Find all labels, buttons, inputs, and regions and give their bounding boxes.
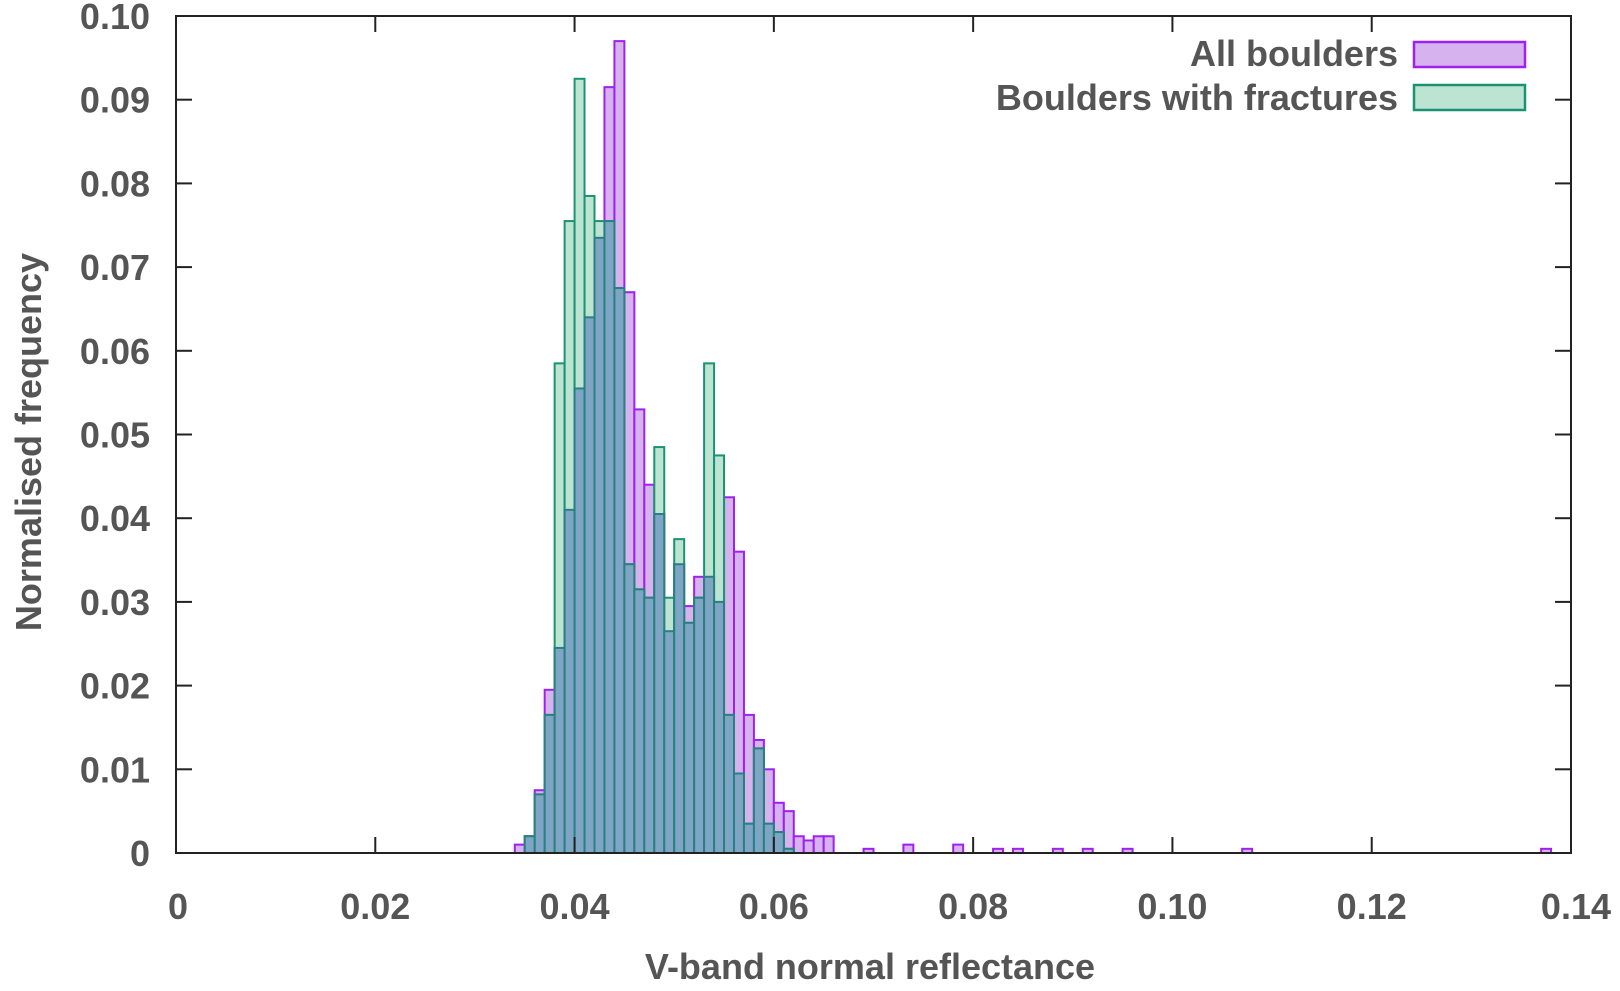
bar-overlap [643, 596, 656, 854]
y-axis-label: Normalised frequency [8, 253, 49, 631]
bar-overlap [573, 387, 586, 854]
bar-overlap [762, 822, 775, 855]
y-tick-labels: 0 0.01 0.02 0.03 0.04 0.05 0.06 0.07 0.08 0.09 0.1… [80, 0, 150, 874]
bar-overlap [593, 236, 606, 854]
bar-all-boulders [513, 843, 526, 855]
y-tick-label: 0 [130, 833, 150, 874]
bar-overlap [673, 563, 686, 854]
x-tick-labels: 0 0.02 0.04 0.06 0.08 0.10 0.12 0.14 [168, 886, 1611, 927]
legend-swatch-all-boulders [1412, 40, 1527, 69]
y-tick-label: 0.01 [80, 749, 150, 790]
y-tick-label: 0.03 [80, 582, 150, 623]
x-tick-label: 0.04 [540, 886, 610, 927]
bar-overlap [543, 713, 556, 855]
y-tick-label: 0.10 [80, 0, 150, 37]
bar-all-boulders [792, 835, 805, 855]
bar-all-boulders [812, 835, 825, 855]
plot-frame [175, 15, 1572, 854]
bar-all-boulders [952, 843, 965, 855]
legend: All boulders Boulders with fractures [996, 33, 1527, 118]
x-axis-label: V-band normal reflectance [645, 946, 1095, 987]
bar-overlap [693, 596, 706, 854]
bar-overlap [683, 621, 696, 855]
bar-overlap [553, 646, 566, 854]
y-tick-label: 0.04 [80, 498, 150, 539]
bar-overlap [613, 287, 626, 854]
bar-overlap [653, 513, 666, 855]
bar-overlap [703, 575, 716, 854]
bar-overlap [663, 630, 676, 855]
y-tick-label: 0.06 [80, 331, 150, 372]
bar-overlap [603, 220, 616, 854]
y-tick-label: 0.08 [80, 163, 150, 204]
x-tick-label: 0.10 [1137, 886, 1207, 927]
bar-overlap [733, 772, 745, 854]
bar-overlap [623, 563, 636, 854]
bar-all-boulders [802, 839, 815, 855]
x-tick-label: 0 [168, 886, 188, 927]
x-tick-label: 0.08 [938, 886, 1008, 927]
x-tick-label: 0.02 [340, 886, 410, 927]
bar-overlap [772, 831, 785, 855]
x-tick-label: 0.14 [1541, 886, 1611, 927]
bar-overlap [723, 713, 735, 855]
bar-all-boulders [822, 835, 835, 855]
bar-overlap [583, 316, 596, 854]
bar-overlap [752, 747, 765, 855]
bar-overlap [713, 600, 726, 855]
bar-all-boulders [782, 810, 795, 855]
y-tick-label: 0.02 [80, 666, 150, 707]
bar-overlap [523, 835, 536, 855]
x-tick-label: 0.12 [1337, 886, 1407, 927]
y-tick-label: 0.07 [80, 247, 150, 288]
bar-overlap [742, 822, 755, 855]
axis-ticks [175, 15, 1572, 854]
x-tick-label: 0.06 [739, 886, 809, 927]
y-tick-label: 0.09 [80, 80, 150, 121]
legend-swatch-boulders-with-fractures [1412, 83, 1527, 112]
bar-overlap [633, 588, 646, 854]
bar-overlap [563, 508, 576, 854]
bar-overlap [533, 793, 546, 854]
y-tick-label: 0.05 [80, 415, 150, 456]
legend-label-boulders-with-fractures: Boulders with fractures [996, 77, 1398, 118]
legend-label-all-boulders: All boulders [1190, 33, 1398, 74]
bar-all-boulders [902, 843, 915, 855]
